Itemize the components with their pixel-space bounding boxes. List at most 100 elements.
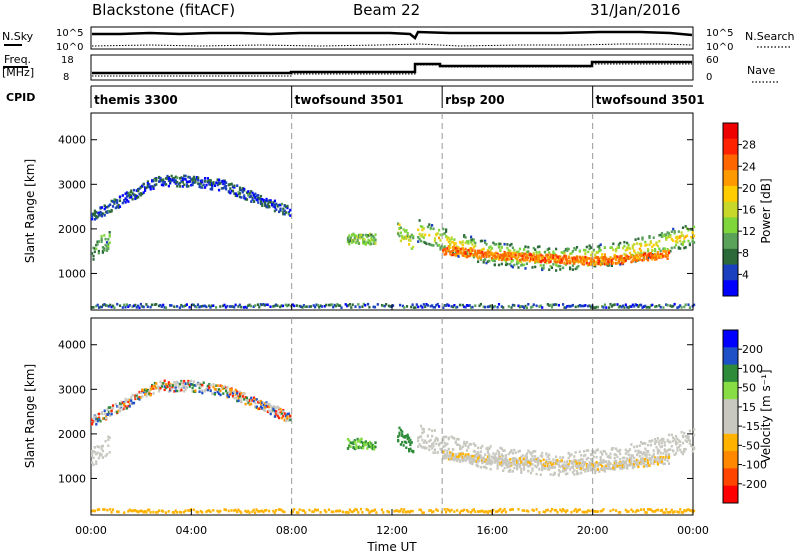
scatter-cell (262, 408, 265, 412)
scatter-cell (146, 184, 149, 187)
scatter-cell (635, 256, 639, 259)
scatter-cell (264, 409, 267, 412)
scatter-cell (626, 254, 629, 258)
scatter-cell (424, 439, 427, 443)
scatter-cell (319, 304, 322, 307)
scatter-cell (510, 450, 513, 453)
scatter-cell (399, 303, 402, 307)
scatter-cell (419, 304, 423, 308)
scatter-cell (117, 204, 120, 207)
scatter-cell (312, 304, 315, 307)
scatter-cell (432, 444, 435, 448)
scatter-cell (649, 256, 652, 259)
scatter-cell (662, 306, 665, 309)
scatter-cell (405, 510, 409, 514)
scatter-cell (201, 389, 204, 392)
scatter-cell (406, 433, 409, 437)
scatter-cell (149, 185, 152, 189)
scatter-cell (549, 260, 552, 263)
scatter-cell (370, 238, 373, 241)
scatter-cell (669, 440, 672, 444)
scatter-cell (680, 511, 683, 514)
x-tick-label: 00:00 (75, 524, 107, 537)
scatter-cell (535, 252, 538, 255)
scatter-cell (429, 445, 432, 448)
scatter-cell (222, 179, 225, 183)
scatter-cell (418, 219, 421, 222)
power-colorbar-label: Power [dB] (759, 178, 773, 243)
scatter-cell (463, 458, 466, 461)
scatter-cell (111, 404, 115, 407)
scatter-cell (613, 466, 616, 470)
scatter-cell (144, 187, 147, 190)
scatter-cell (236, 184, 239, 187)
scatter-cell (91, 252, 94, 255)
scatter-cell (237, 396, 240, 400)
scatter-cell (495, 255, 498, 259)
scatter-cell (130, 399, 133, 402)
scatter-cell (582, 248, 586, 252)
scatter-cell (499, 462, 502, 465)
scatter-cell (458, 444, 462, 448)
scatter-cell (677, 305, 680, 309)
scatter-cell (222, 392, 225, 395)
scatter-cell (99, 206, 102, 209)
scatter-cell (640, 508, 643, 511)
scatter-cell (95, 217, 98, 220)
scatter-cell (373, 448, 376, 451)
scatter-cell (684, 439, 687, 442)
scatter-cell (98, 213, 101, 217)
scatter-cell (135, 306, 138, 309)
scatter-cell (95, 423, 98, 426)
scatter-cell (516, 464, 519, 468)
scatter-cell (446, 247, 449, 250)
scatter-cell (230, 182, 233, 186)
scatter-cell (645, 511, 648, 514)
scatter-cell (559, 256, 562, 260)
scatter-cell (617, 258, 620, 261)
scatter-cell (128, 403, 131, 406)
scatter-cell (477, 510, 480, 513)
scatter-cell (594, 263, 597, 266)
scatter-cell (449, 246, 452, 249)
scatter-cell (262, 401, 265, 405)
scatter-cell (184, 382, 187, 385)
scatter-cell (128, 508, 131, 512)
scatter-cell (159, 386, 162, 390)
y-tick-label: 1000 (58, 267, 86, 280)
scatter-cell (559, 261, 562, 264)
scatter-cell (493, 459, 496, 462)
scatter-cell (516, 460, 519, 463)
scatter-cell (449, 510, 452, 513)
scatter-cell (248, 192, 251, 195)
scatter-cell (578, 304, 581, 307)
scatter-cell (201, 383, 204, 387)
scatter-cell (463, 456, 466, 459)
scatter-cell (475, 464, 478, 467)
scatter-cell (424, 446, 427, 450)
scatter-cell (465, 441, 469, 444)
scatter-cell (178, 389, 182, 393)
scatter-cell (453, 246, 456, 249)
scatter-cell (525, 306, 528, 309)
scatter-cell (120, 402, 123, 405)
scatter-cell (360, 235, 363, 239)
scatter-cell (463, 440, 466, 444)
scatter-cell (627, 453, 630, 456)
scatter-cell (560, 459, 563, 462)
scatter-cell (486, 305, 489, 309)
scatter-cell (531, 508, 534, 512)
scatter-cell (428, 448, 431, 451)
scatter-cell (226, 386, 229, 389)
scatter-cell (454, 251, 457, 254)
scatter-cell (443, 456, 446, 460)
scatter-cell (220, 187, 223, 190)
scatter-cell (213, 387, 216, 391)
velocity-colorbar-swatch (723, 468, 738, 487)
scatter-cell (620, 305, 623, 309)
scatter-cell (268, 509, 271, 513)
scatter-cell (257, 400, 260, 404)
scatter-cell (442, 246, 445, 250)
scatter-cell (499, 446, 502, 450)
